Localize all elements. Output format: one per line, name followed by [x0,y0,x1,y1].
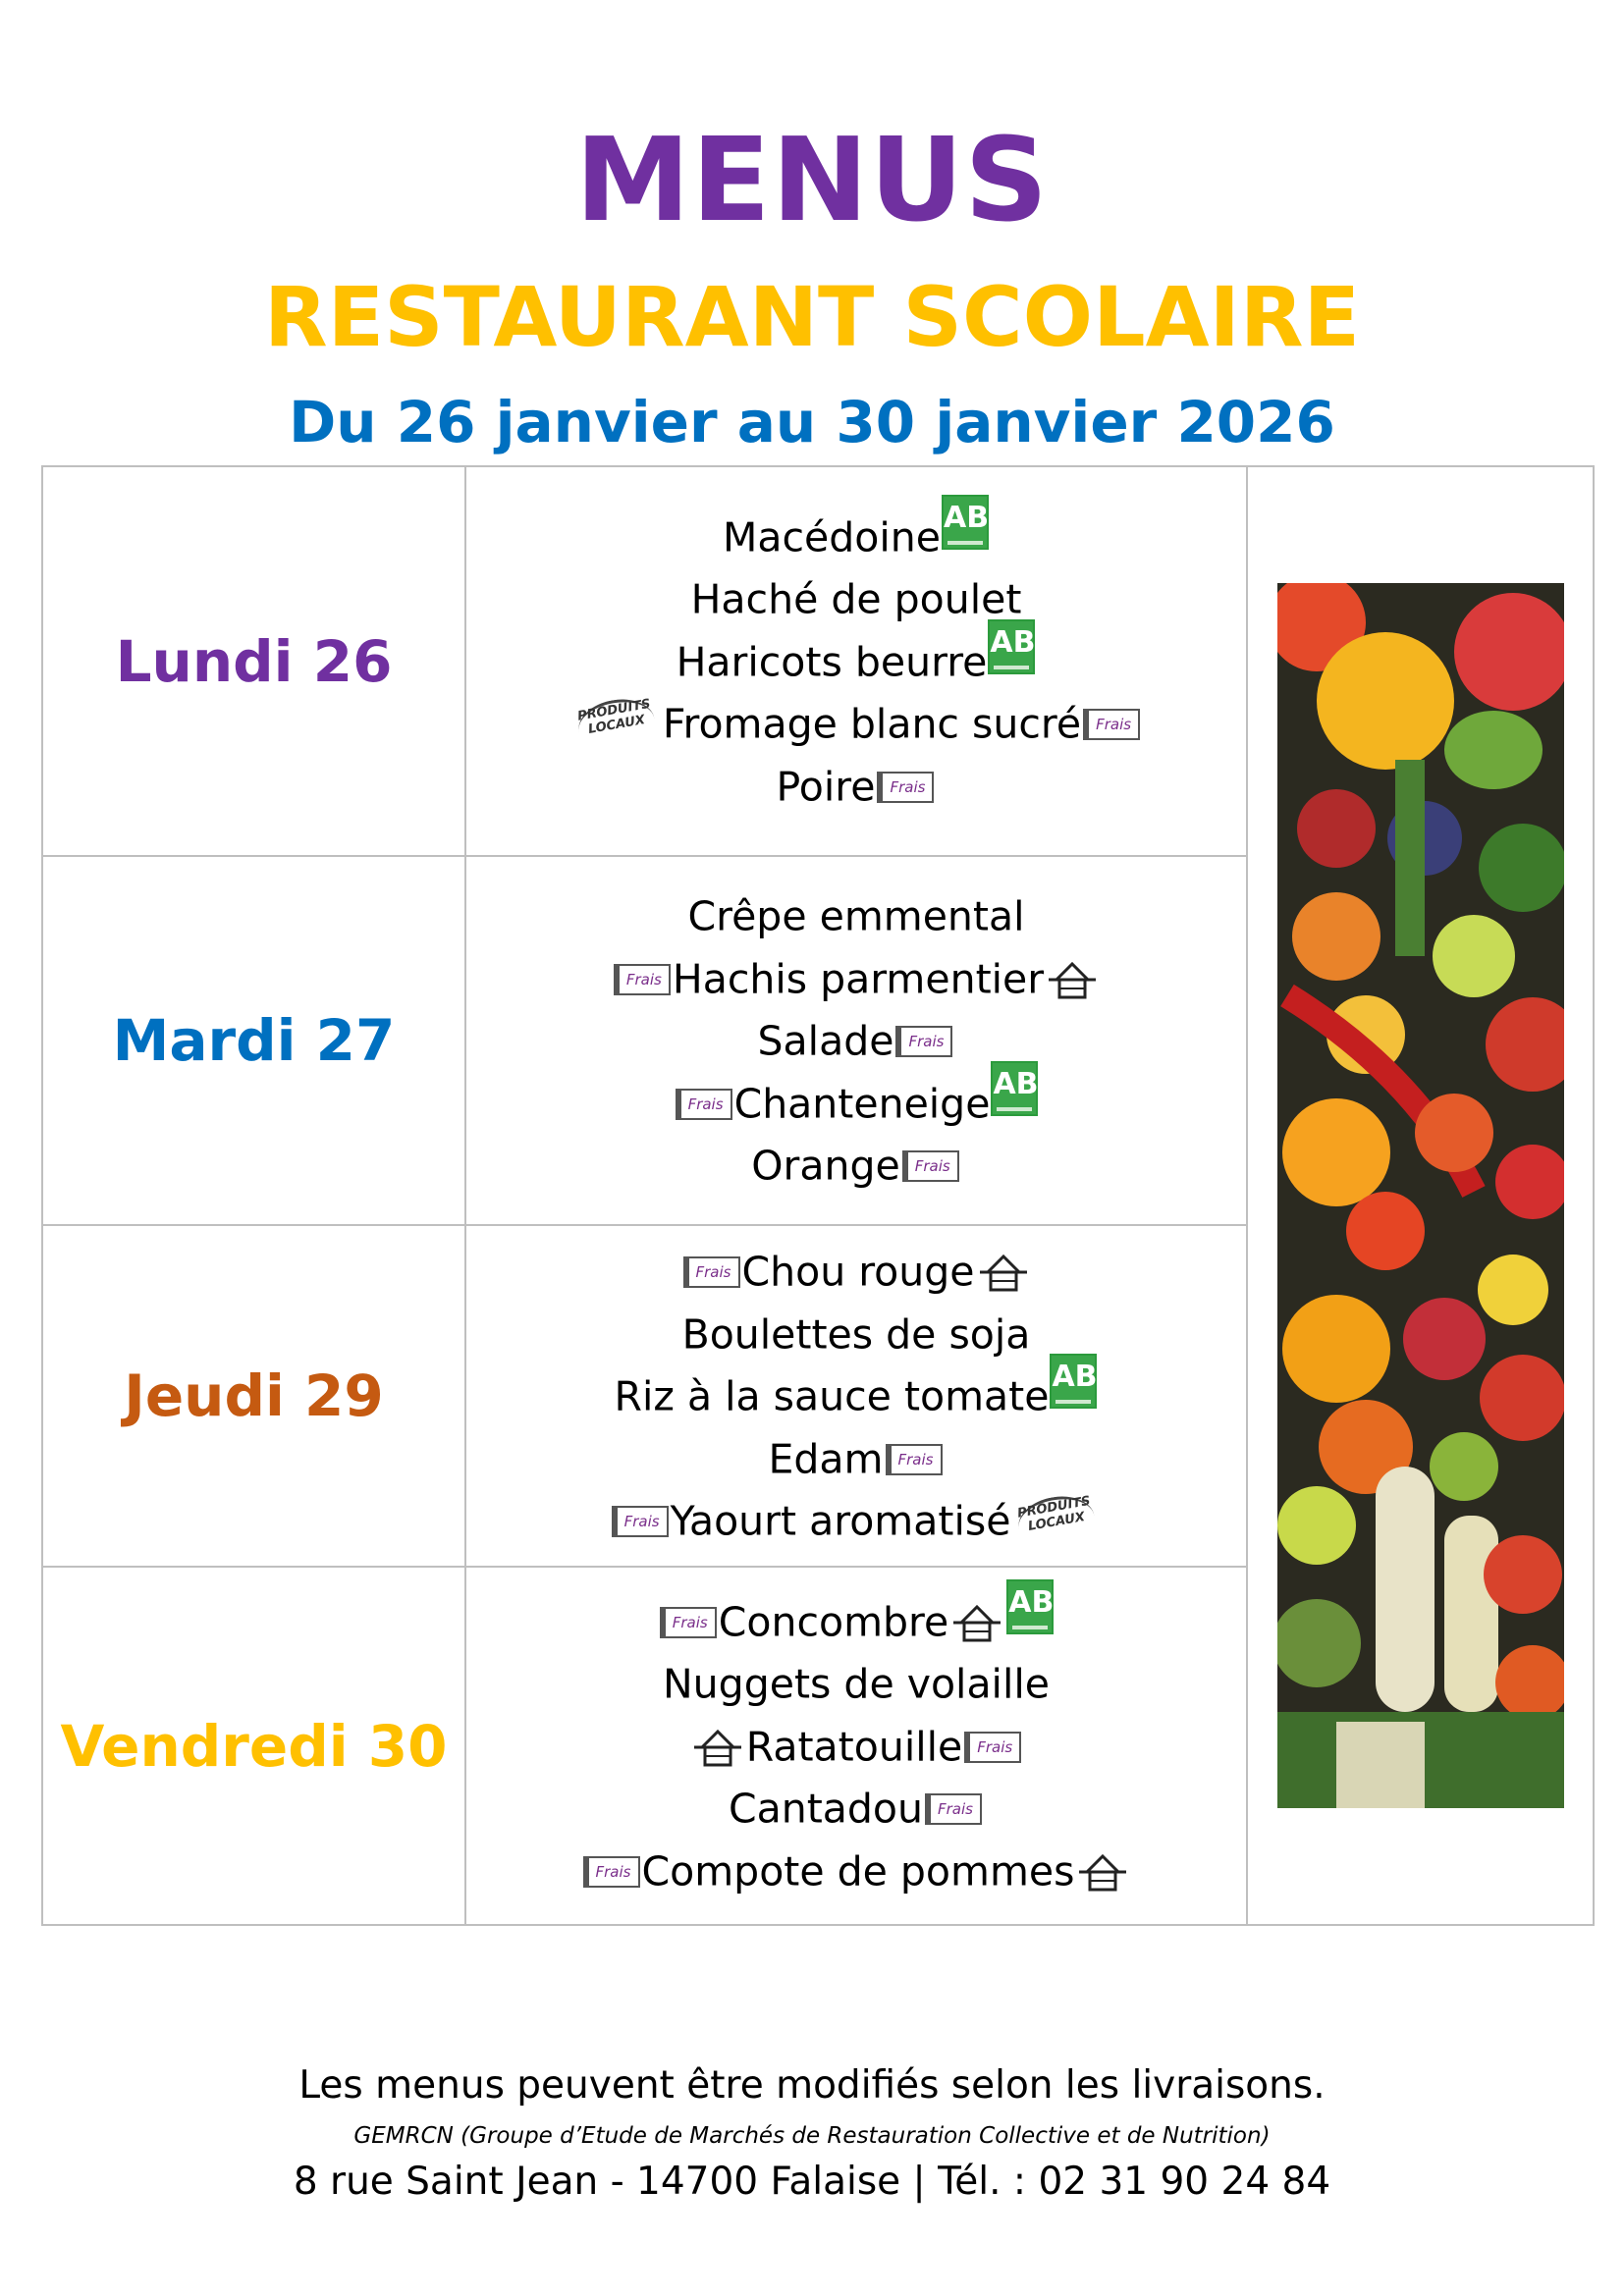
menu-item: Frais Yaourt aromatisé PRODUITS LOCAUX [466,1489,1246,1554]
footer-address: 8 rue Saint Jean - 14700 Falaise | Tél. … [293,2160,1331,2204]
day-label-mardi: Mardi 27 [41,855,466,1226]
frais-label-icon: Frais [964,1731,1022,1763]
footer-gemrcn: GEMRCN (Groupe d’Etude de Marchés de Res… [353,2123,1271,2149]
produits-locaux-icon: PRODUITS LOCAUX [574,693,659,757]
ab-bio-logo-icon: AB [941,494,989,550]
day-menu-lundi: Macédoine AB Haché de poulet Haricots beu… [464,465,1248,857]
fruit-shapes [1276,583,1564,1808]
menu-item: Nuggets de volaille [663,1660,1050,1708]
frais-label-icon: Frais [611,1506,669,1538]
day-menu-vendredi: Frais Concombre AB Nuggets de volaille Rat… [464,1566,1248,1926]
menu-item: Frais Compote de pommes [466,1840,1246,1902]
ab-bio-logo-icon: AB [1050,1354,1098,1410]
menu-item: Macédoine AB [466,494,1246,568]
menu-item: Frais Chanteneige AB [466,1060,1246,1135]
house-fait-maison-icon [951,1601,1002,1644]
frais-label-icon: Frais [877,771,935,803]
frais-label-icon: Frais [582,1855,640,1888]
menu-item: Cantadou Frais [466,1777,1246,1840]
menu-item: Crêpe emmental [687,892,1025,940]
ab-bio-logo-icon: AB [991,1060,1039,1116]
day-menu-mardi: Crêpe emmental Frais Hachis parmentier Sa… [464,855,1248,1226]
menu-item: Haricots beurre AB [466,618,1246,693]
frais-label-icon: Frais [885,1443,943,1475]
produits-locaux-icon: PRODUITS LOCAUX [1014,1490,1100,1554]
house-fait-maison-icon [1077,1850,1128,1894]
menu-item: Ratatouille Frais [466,1715,1246,1778]
frais-label-icon: Frais [675,1088,732,1120]
menu-item: PRODUITS LOCAUX Fromage blanc sucré Frais [466,692,1246,757]
menu-item: Haché de poulet [690,575,1022,623]
menu-item: Frais Chou rouge [466,1240,1246,1303]
frais-label-icon: Frais [901,1150,959,1183]
day-menu-jeudi: Frais Chou rouge Boulettes de soja Riz à … [464,1224,1248,1568]
menu-table: Lundi 26 Macédoine AB Haché de poulet Har… [41,465,1595,1926]
house-fait-maison-icon [978,1251,1029,1294]
vegetables-image [1276,583,1564,1808]
menu-item: Frais Hachis parmentier [466,947,1246,1010]
house-fait-maison-icon [692,1726,743,1769]
page-subtitle: RESTAURANT SCOLAIRE [264,269,1360,365]
day-label-jeudi: Jeudi 29 [41,1224,466,1568]
page-title: MENUS [574,112,1050,247]
frais-label-icon: Frais [659,1606,717,1638]
footer-note: Les menus peuvent être modifiés selon le… [298,2063,1326,2108]
menu-item: Edam Frais [466,1427,1246,1490]
day-label-vendredi: Vendredi 30 [41,1566,466,1926]
frais-label-icon: Frais [682,1256,740,1289]
frais-label-icon: Frais [1083,709,1141,741]
date-range: Du 26 janvier au 30 janvier 2026 [289,389,1335,455]
house-fait-maison-icon [1047,958,1098,1001]
menu-item: Riz à la sauce tomate AB [466,1354,1246,1427]
menu-item: Boulettes de soja [681,1310,1031,1359]
menu-item: Salade Frais [466,1009,1246,1072]
ab-bio-logo-icon: AB [988,618,1036,674]
menu-item: Orange Frais [466,1134,1246,1197]
frais-label-icon: Frais [895,1026,953,1058]
ab-bio-logo-icon: AB [1006,1578,1054,1634]
menu-item: Poire Frais [466,755,1246,818]
day-label-lundi: Lundi 26 [41,465,466,857]
frais-label-icon: Frais [613,963,671,995]
frais-label-icon: Frais [925,1793,983,1826]
vegetables-column [1246,465,1595,1926]
menu-item: Frais Concombre AB [466,1578,1246,1653]
